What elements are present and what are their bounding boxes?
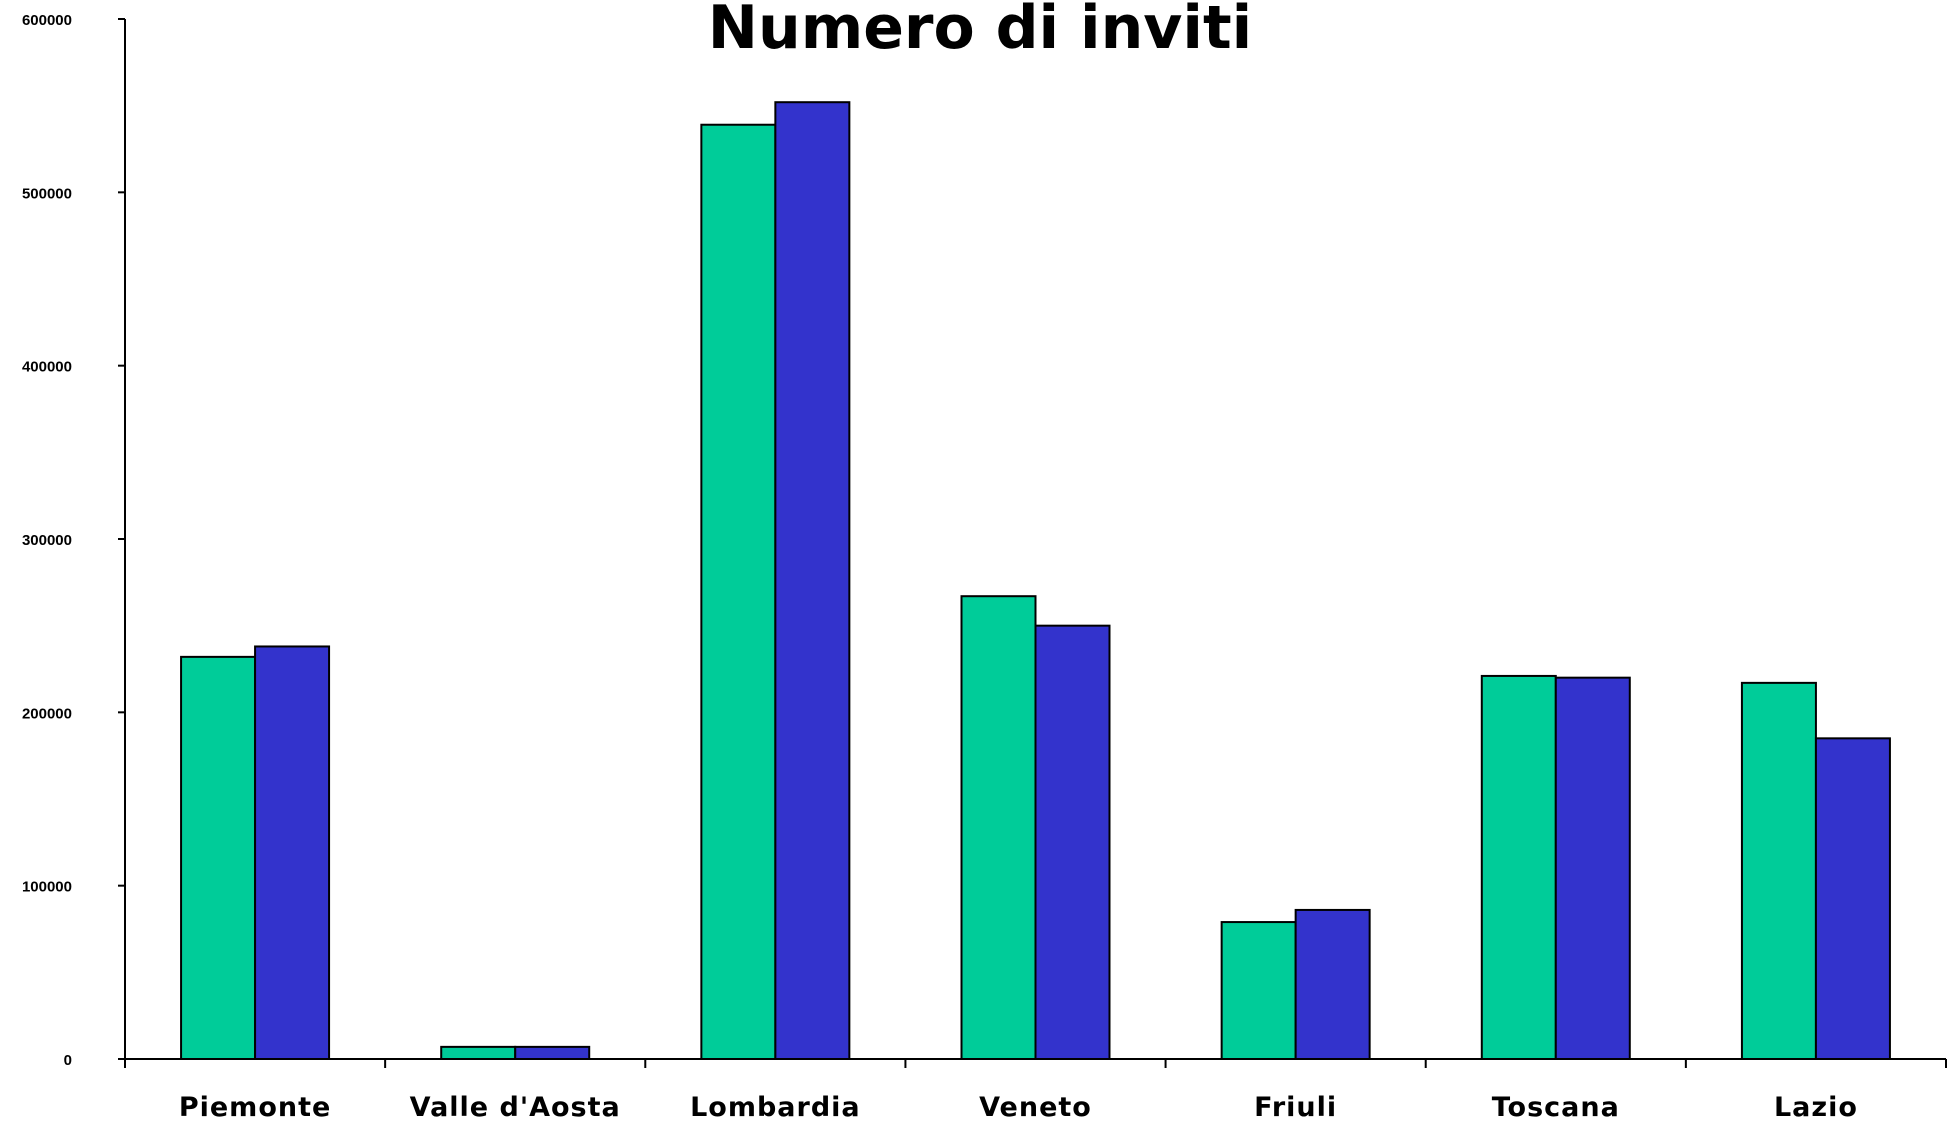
y-tick-label: 200000 — [22, 705, 72, 722]
bar-series-2 — [774, 101, 851, 1060]
bar-series-1 — [960, 595, 1037, 1060]
x-tick-label: Piemonte — [179, 1092, 331, 1123]
bar-series-1 — [440, 1045, 517, 1061]
bars — [180, 101, 1891, 1061]
bar-series-2 — [1294, 908, 1371, 1061]
y-tick-label: 500000 — [22, 185, 72, 202]
x-tick-label: Valle d'Aosta — [410, 1092, 621, 1123]
y-axis: 0 100000 200000 300000 400000 500000 600000 — [22, 12, 126, 1069]
bar-series-2 — [514, 1045, 591, 1061]
x-tick-label: Lombardia — [690, 1092, 861, 1123]
bar-series-1 — [180, 655, 257, 1060]
bar-series-2 — [1034, 624, 1111, 1061]
y-tick-label: 0 — [64, 1052, 72, 1069]
bar-series-1 — [1220, 921, 1297, 1060]
x-axis: Piemonte Valle d'Aosta Lombardia Veneto Friu… — [124, 1058, 1947, 1123]
x-tick-label: Lazio — [1774, 1092, 1858, 1123]
y-tick-label: 100000 — [22, 879, 72, 896]
x-tick-label: Toscana — [1492, 1092, 1620, 1123]
x-tick-label: Friuli — [1254, 1092, 1337, 1123]
x-tick-label: Veneto — [979, 1092, 1092, 1123]
bar-series-2 — [254, 645, 331, 1060]
bar-series-1 — [1740, 681, 1817, 1060]
y-tick-label: 400000 — [22, 359, 72, 376]
chart-title: Numero di inviti — [708, 0, 1252, 63]
bar-series-2 — [1814, 737, 1891, 1060]
y-tick-label: 300000 — [22, 532, 72, 549]
bar-series-1 — [700, 123, 777, 1060]
bar-series-1 — [1480, 674, 1557, 1061]
bar-series-2 — [1554, 676, 1631, 1061]
y-tick-label: 600000 — [22, 12, 72, 29]
